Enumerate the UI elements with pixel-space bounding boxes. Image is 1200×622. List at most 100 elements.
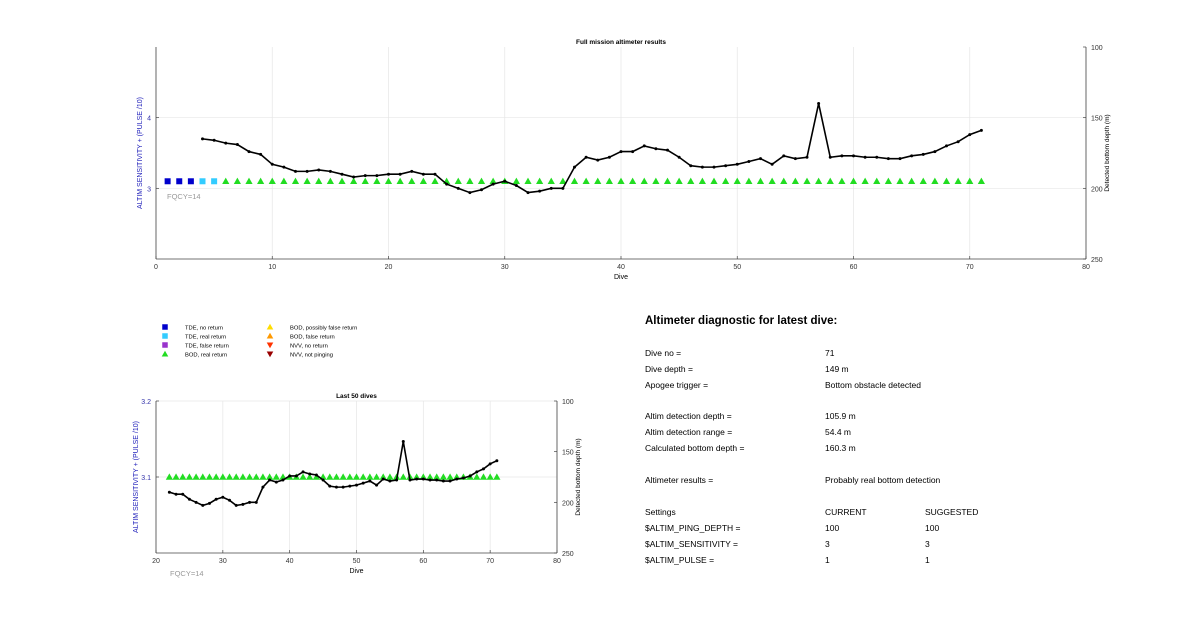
full-bottom-depth-point: [259, 152, 263, 156]
last50-marker: [446, 473, 454, 480]
last50-bottom-depth-point: [187, 497, 191, 501]
setting-suggested: 1: [925, 555, 930, 565]
last50-bottom-depth-point: [488, 462, 492, 466]
last50-x-label: Dive: [349, 568, 363, 575]
full-title: Full mission altimeter results: [576, 39, 666, 46]
full-bottom-depth-point: [607, 155, 611, 159]
full-marker: [199, 178, 206, 185]
full-bottom-depth-point: [852, 154, 855, 158]
last50-bottom-depth-point: [214, 497, 218, 501]
full-bottom-depth-point: [468, 191, 472, 195]
last50-marker: [399, 473, 407, 480]
last50-bottom-depth-point: [468, 474, 472, 478]
full-bottom-depth-point: [933, 150, 937, 154]
last50-bottom-depth-point: [274, 480, 278, 484]
full-bottom-depth-point: [840, 154, 844, 158]
full-bottom-depth-point: [387, 172, 390, 176]
setting-label: $ALTIM_SENSITIVITY =: [645, 539, 738, 549]
full-bottom-depth-point: [828, 155, 832, 159]
full-marker: [617, 177, 625, 184]
diagnostic-label: Altimeter results =: [645, 475, 714, 485]
full-marker: [477, 177, 486, 184]
legend-label: TDE, real return: [185, 335, 226, 341]
last50-y-left-tick-label: 3.1: [141, 475, 151, 482]
last50-marker: [245, 473, 254, 480]
full-bottom-depth-point: [956, 140, 960, 144]
last50-marker: [179, 473, 187, 480]
full-marker: [489, 177, 497, 184]
full-x-tick-label: 40: [617, 264, 625, 271]
full-marker: [675, 177, 683, 184]
full-bottom-depth-point: [549, 186, 553, 190]
diagnostic-value: 54.4 m: [825, 427, 851, 437]
last50-bottom-depth-point: [355, 483, 358, 487]
full-bottom-depth-point: [921, 152, 925, 156]
full-bottom-depth-point: [700, 165, 704, 169]
last50-bottom-depth-point: [241, 502, 245, 506]
full-bottom-depth-point: [317, 168, 321, 172]
full-annotation: FQCY=14: [167, 192, 201, 201]
full-bottom-depth-point: [363, 174, 367, 178]
full-marker: [884, 177, 892, 184]
full-bottom-depth-point: [735, 162, 739, 166]
last50-marker: [165, 473, 173, 480]
last50-title: Last 50 dives: [336, 393, 377, 400]
full-bottom-depth-point: [817, 102, 821, 106]
last50-x-tick-label: 20: [152, 558, 160, 565]
full-marker: [233, 177, 241, 184]
full-marker: [849, 177, 858, 184]
legend-label: TDE, no return: [185, 326, 223, 332]
full-marker: [640, 177, 648, 184]
full-marker: [803, 177, 811, 184]
full-bottom-depth-point: [247, 150, 251, 154]
last50-bottom-depth-point: [461, 476, 465, 480]
full-bottom-depth-point: [631, 150, 635, 154]
full-marker: [710, 177, 718, 184]
last50-y-right-tick-label: 100: [562, 399, 574, 406]
full-marker: [419, 177, 427, 184]
full-bottom-depth-point: [328, 169, 332, 173]
setting-suggested: 3: [925, 539, 930, 549]
full-marker: [454, 177, 462, 184]
legend-marker: [161, 350, 169, 357]
full-bottom-depth-point: [456, 186, 460, 190]
last50-y-right-tick-label: 200: [562, 500, 574, 507]
full-marker: [977, 177, 985, 184]
last50-bottom-depth-point: [388, 479, 392, 483]
full-y-left-tick-label: 3: [147, 186, 151, 193]
last50-bottom-depth-point: [308, 472, 312, 476]
full-bottom-depth-point: [782, 154, 786, 158]
last50-bottom-depth-point: [395, 478, 399, 482]
full-bottom-depth-point: [294, 169, 297, 173]
diagnostic-label: Dive no =: [645, 348, 682, 358]
full-x-tick-label: 0: [154, 264, 158, 271]
full-bottom-depth-point: [945, 144, 948, 148]
last50-bottom-depth-point: [174, 492, 178, 496]
diagnostic-value: 71: [825, 348, 835, 358]
full-bottom-depth-point: [235, 143, 239, 147]
full-marker: [315, 177, 323, 184]
full-marker: [966, 177, 974, 184]
full-marker: [652, 177, 660, 184]
full-marker: [931, 177, 939, 184]
last50-bottom-depth-point: [301, 470, 305, 474]
last50-marker: [413, 473, 421, 480]
last50-x-tick-label: 60: [419, 558, 427, 565]
diagnostic-label: Apogee trigger =: [645, 380, 709, 390]
full-bottom-depth-point: [433, 172, 437, 176]
last50-x-tick-label: 50: [353, 558, 361, 565]
full-marker: [954, 177, 962, 184]
setting-current: 100: [825, 523, 840, 533]
full-bottom-depth-point: [503, 179, 507, 183]
full-bottom-depth-point: [201, 137, 204, 141]
diagnostic-value: 149 m: [825, 364, 849, 374]
last50-marker: [306, 473, 314, 480]
legend-label: BOD, false return: [290, 335, 335, 341]
full-marker: [570, 177, 579, 184]
last50-marker: [185, 473, 194, 480]
last50-bottom-depth-point: [201, 503, 205, 507]
last50-marker: [439, 473, 447, 480]
full-y-right-tick-label: 250: [1091, 257, 1103, 264]
last50-bottom-depth-point: [408, 478, 412, 482]
